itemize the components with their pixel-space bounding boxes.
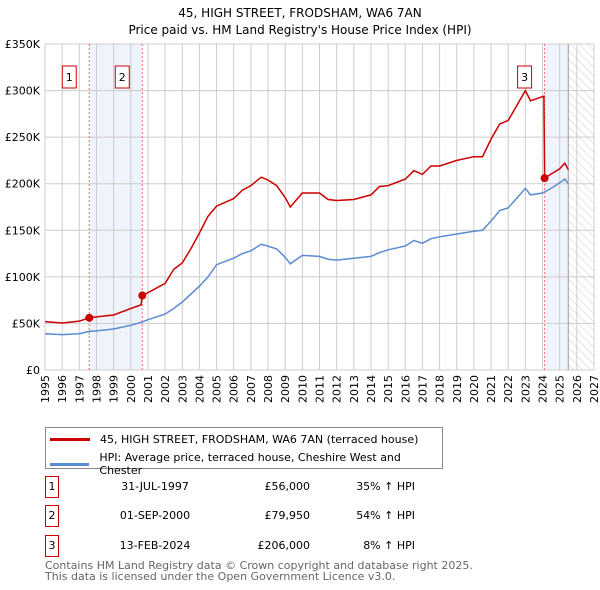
y-tick-label: £100K (5, 271, 41, 284)
x-tick-label: 2024 (537, 375, 550, 403)
x-tick-label: 1999 (108, 375, 121, 403)
x-tick-label: 1998 (90, 375, 103, 403)
y-tick-label: £150K (5, 224, 41, 237)
x-tick-label: 2023 (519, 375, 532, 403)
transaction-row: 1 31-JUL-1997 £56,000 35% ↑ HPI (45, 476, 445, 498)
hpi-line (44, 178, 569, 336)
x-tick-label: 2016 (399, 375, 412, 403)
x-tick-label: 2000 (125, 375, 138, 403)
legend-swatch-red (50, 438, 90, 441)
sale-point (85, 313, 94, 322)
chart-title: 45, HIGH STREET, FRODSHAM, WA6 7AN (178, 6, 421, 20)
x-tick-label: 2026 (571, 375, 584, 403)
legend-label: 45, HIGH STREET, FRODSHAM, WA6 7AN (terr… (100, 433, 419, 446)
x-tick-label: 2008 (262, 375, 275, 403)
x-tick-label: 2025 (554, 375, 567, 403)
legend-label: HPI: Average price, terraced house, Ches… (99, 451, 401, 477)
transaction-marker: 3 (45, 535, 59, 557)
x-tick-label: 2005 (211, 375, 224, 403)
transaction-hpi: 35% ↑ HPI (356, 480, 415, 493)
transaction-hpi: 8% ↑ HPI (363, 539, 415, 552)
x-tick-label: 2013 (348, 375, 361, 403)
y-tick-label: £50K (12, 317, 41, 330)
x-tick-label: 2006 (228, 375, 241, 403)
x-tick-label: 2004 (193, 375, 206, 403)
sale-label: 3 (521, 71, 528, 84)
transaction-price: £206,000 (257, 539, 311, 552)
sale-point (540, 174, 549, 183)
transaction-marker: 2 (45, 505, 59, 527)
shaded-period (544, 44, 569, 370)
shaded-period (89, 44, 143, 370)
legend-item-hpi: HPI: Average price, terraced house, Ches… (50, 451, 442, 477)
x-tick-label: 2022 (502, 375, 515, 403)
sale-label: 1 (66, 71, 73, 84)
transaction-date: 31-JUL-1997 (121, 480, 189, 493)
x-tick-label: 2003 (176, 375, 189, 403)
x-tick-label: 2009 (279, 375, 292, 403)
sale-label: 2 (119, 71, 126, 84)
legend: 45, HIGH STREET, FRODSHAM, WA6 7AN (terr… (45, 427, 443, 477)
x-tick-label: 2010 (296, 375, 309, 403)
transaction-price: £79,950 (264, 509, 311, 522)
footer-copyright: Contains HM Land Registry data © Crown c… (45, 559, 473, 572)
transaction-date: 13-FEB-2024 (119, 539, 191, 552)
legend-item-property: 45, HIGH STREET, FRODSHAM, WA6 7AN (terr… (50, 433, 418, 446)
x-tick-label: 2020 (468, 375, 481, 403)
x-tick-label: 2007 (245, 375, 258, 403)
x-tick-label: 1995 (39, 375, 52, 403)
x-tick-label: 2017 (416, 375, 429, 403)
y-tick-label: £350K (5, 38, 41, 51)
y-tick-label: £250K (5, 131, 41, 144)
x-tick-label: 2011 (314, 375, 327, 403)
x-tick-label: 2015 (382, 375, 395, 403)
x-tick-label: 2018 (434, 375, 447, 403)
x-tick-label: 2002 (159, 375, 172, 403)
price-chart: 45, HIGH STREET, FRODSHAM, WA6 7AN Price… (5, 6, 600, 403)
transaction-price: £56,000 (264, 480, 311, 493)
x-tick-label: 2001 (142, 375, 155, 403)
y-tick-label: £300K (5, 85, 41, 98)
x-tick-label: 2027 (588, 375, 600, 403)
transaction-hpi: 54% ↑ HPI (356, 509, 415, 522)
x-tick-label: 1996 (56, 375, 69, 403)
x-tick-label: 2012 (331, 375, 344, 403)
legend-swatch-blue (50, 462, 90, 466)
x-tick-label: 2021 (485, 375, 498, 403)
x-tick-label: 1997 (73, 375, 86, 403)
y-tick-label: £0 (26, 364, 40, 377)
chart-subtitle: Price paid vs. HM Land Registry's House … (128, 23, 471, 37)
sale-point (138, 291, 147, 300)
transaction-marker: 1 (45, 476, 59, 498)
footer-licence: This data is licensed under the Open Gov… (45, 570, 396, 583)
x-tick-label: 2019 (451, 375, 464, 403)
y-tick-label: £200K (5, 178, 41, 191)
transaction-row: 3 13-FEB-2024 £206,000 8% ↑ HPI (45, 535, 445, 557)
x-tick-label: 2014 (365, 375, 378, 403)
transaction-row: 2 01-SEP-2000 £79,950 54% ↑ HPI (45, 505, 445, 527)
footer: Contains HM Land Registry data © Crown c… (45, 560, 473, 582)
sale-label-box (61, 65, 77, 89)
sale-label-box (114, 65, 130, 89)
transaction-date: 01-SEP-2000 (119, 509, 191, 522)
forecast-hatch (568, 44, 594, 370)
sale-label-box (517, 65, 533, 89)
